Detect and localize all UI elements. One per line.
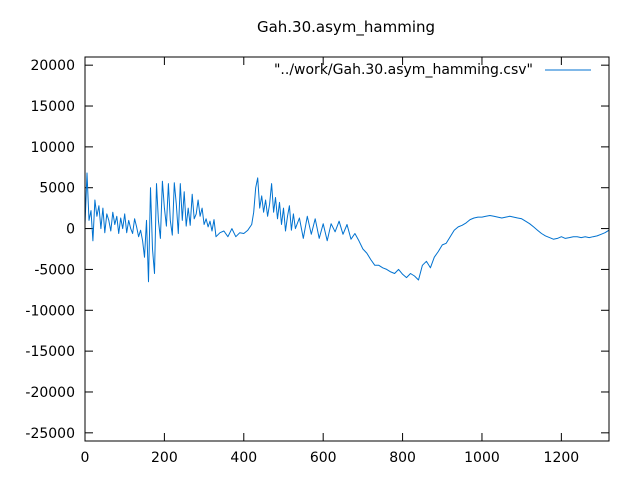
plot-area-frame — [84, 56, 610, 442]
y-tick-label: -15000 — [25, 344, 75, 360]
x-tick-label: 800 — [389, 450, 416, 466]
y-tick-label: 5000 — [39, 181, 75, 197]
legend: "../work/Gah.30.asym_hamming.csv" — [274, 62, 591, 78]
y-tick-label: 15000 — [30, 99, 75, 115]
y-tick-label: -5000 — [34, 262, 75, 278]
y-tick-label: -25000 — [25, 426, 75, 442]
x-tick-label: 0 — [81, 450, 90, 466]
y-tick-label: 10000 — [30, 140, 75, 156]
series-line-0 — [84, 172, 610, 283]
x-tick-label: 400 — [230, 450, 257, 466]
chart-title: Gah.30.asym_hamming — [257, 18, 435, 37]
x-tick-label: 600 — [310, 450, 337, 466]
x-tick-label: 1000 — [464, 450, 500, 466]
y-tick-label: -20000 — [25, 385, 75, 401]
series-layer — [84, 172, 610, 283]
legend-label: "../work/Gah.30.asym_hamming.csv" — [274, 62, 533, 78]
y-tick-label: 0 — [66, 222, 75, 238]
axis-ticks: 0 200 400 600 800 1000 1200 20000 15000 10000 5000… — [25, 57, 609, 466]
x-tick-label: 200 — [151, 450, 178, 466]
y-tick-label: -10000 — [25, 303, 75, 319]
x-tick-label: 1200 — [544, 450, 580, 466]
y-tick-label: 20000 — [30, 58, 75, 74]
